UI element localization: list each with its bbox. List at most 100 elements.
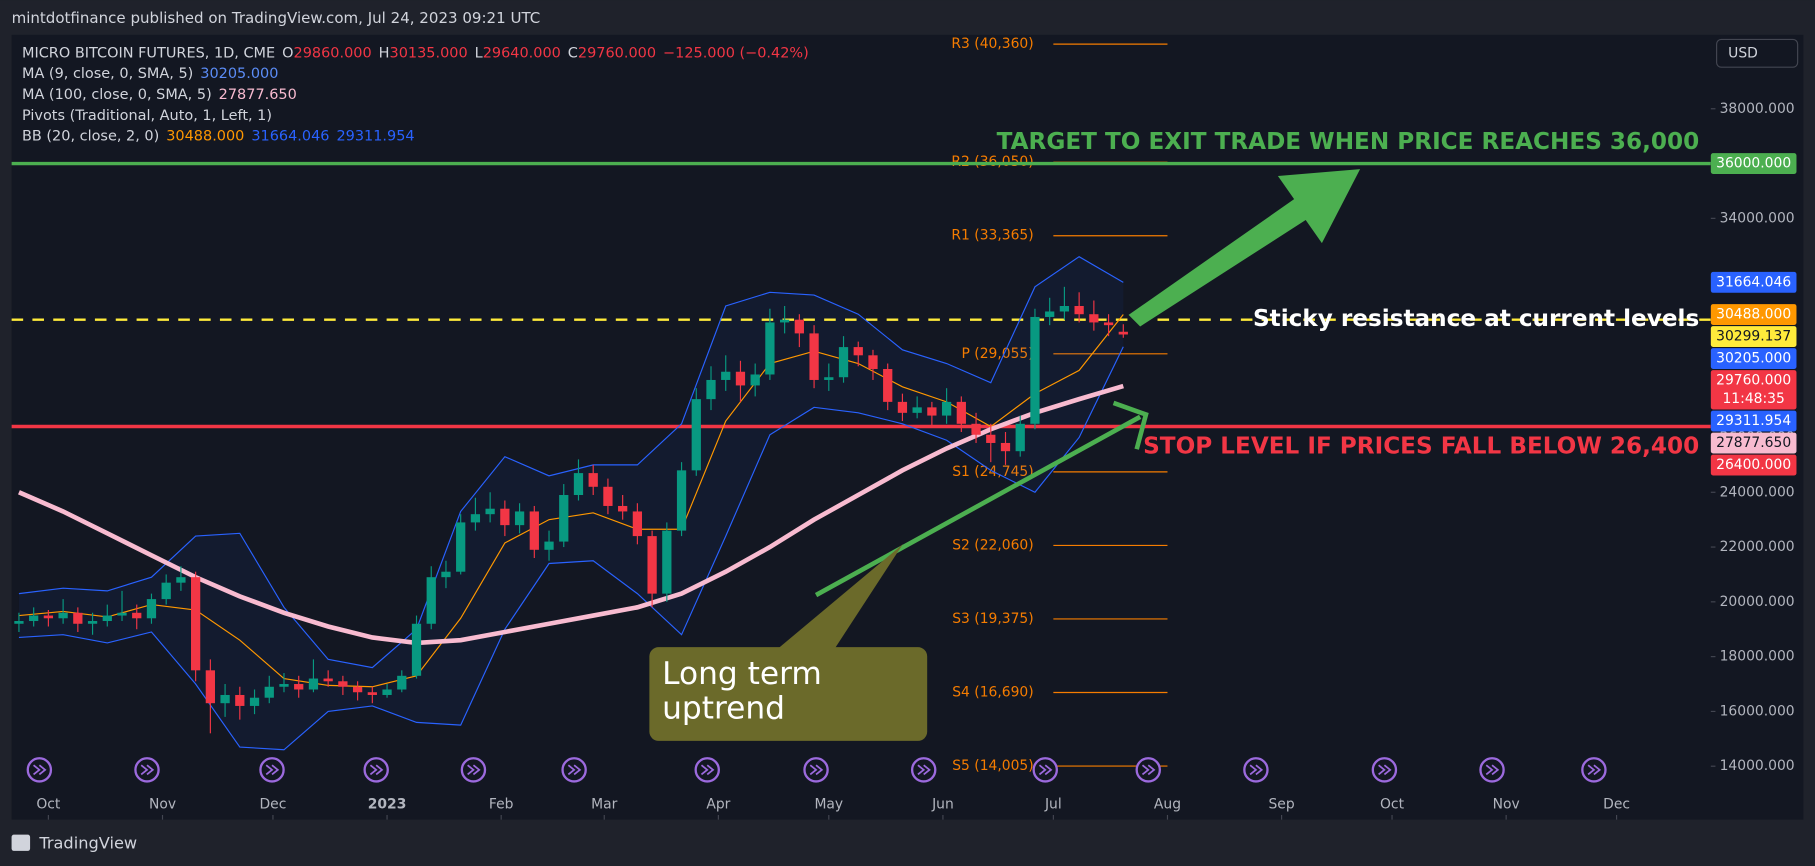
candle-body — [441, 571, 451, 578]
candle-body — [397, 675, 407, 690]
y-tick-label: 38000.000 — [1720, 101, 1795, 117]
price-tag — [1710, 304, 1797, 325]
candle-body — [941, 401, 952, 416]
candle-body — [662, 530, 672, 594]
candle-body — [338, 681, 348, 687]
candle-body — [117, 612, 127, 616]
event-icon-arrow — [33, 764, 47, 776]
candle-body — [1103, 322, 1114, 326]
candle-body — [573, 473, 584, 496]
price-tag — [1710, 410, 1797, 432]
candle-body — [500, 508, 510, 526]
candle-body — [294, 684, 304, 690]
price-tag-label: 29760.000 — [1716, 373, 1791, 389]
candle-body — [264, 686, 274, 698]
candle-body — [779, 319, 790, 323]
x-tick-label: Apr — [706, 797, 730, 813]
x-tick-label: Oct — [36, 797, 61, 813]
event-icon-arrow — [140, 764, 155, 776]
event-icon-arrow — [1038, 764, 1053, 776]
candle-body — [927, 407, 937, 416]
indicator-label: MA (100, close, 0, SMA, 5) — [22, 87, 212, 103]
price-tag-label: 29311.954 — [1716, 413, 1791, 429]
y-tick-label: 18000.000 — [1720, 649, 1795, 665]
candle-body — [809, 333, 819, 380]
y-tick-label: 22000.000 — [1720, 539, 1795, 555]
candle-body — [883, 369, 893, 402]
event-icon-arrow — [917, 764, 931, 776]
ohlc-key: O — [282, 45, 293, 61]
price-tag-label: 36000.000 — [1716, 156, 1791, 172]
brand-logo — [11, 834, 31, 851]
candle-body — [205, 670, 215, 704]
price-tag-label: 31664.046 — [1716, 274, 1791, 290]
currency[interactable]: USD — [1728, 45, 1758, 61]
pivot-label: R3 (40,360) — [951, 36, 1033, 52]
legend-indicator: Pivots (Traditional, Auto, 1, Left, 1) — [22, 108, 272, 124]
event-icon-arrow — [467, 764, 481, 776]
candle-body — [529, 511, 539, 550]
chart-title: MICRO BITCOIN FUTURES, 1D, CME — [22, 45, 275, 61]
trend-arrowhead — [1112, 400, 1149, 450]
indicator-label: MA (9, close, 0, SMA, 5) — [22, 66, 193, 82]
ohlc-value: 29760.000 — [578, 45, 656, 61]
price-tag-label: 26400.000 — [1716, 457, 1791, 473]
callout-pointer — [775, 544, 903, 651]
event-icon-arrow — [265, 764, 280, 776]
candle-body — [220, 694, 230, 704]
byline: mintdotfinance published on TradingView.… — [12, 9, 541, 27]
indicator-value: 29311.954 — [336, 129, 414, 145]
candle-body — [1015, 423, 1025, 452]
currency-button[interactable] — [1716, 38, 1799, 68]
annotation: Sticky resistance at current levels — [1253, 306, 1699, 332]
candle-body — [411, 623, 422, 676]
candle-body — [853, 347, 863, 356]
candle-body — [971, 423, 981, 435]
candle-body — [1059, 305, 1070, 312]
indicator-line — [18, 346, 1124, 751]
candle-body — [632, 511, 643, 537]
candle-body — [956, 401, 966, 424]
y-tick-label: 34000.000 — [1720, 210, 1795, 226]
candle-body — [102, 615, 112, 622]
candle-body — [618, 505, 628, 512]
callout-text: Long term — [662, 656, 822, 692]
candle-body — [706, 379, 716, 400]
candle-body — [485, 508, 495, 515]
candle-body — [986, 434, 996, 443]
event-icon-arrow — [1587, 764, 1602, 776]
x-tick-label: Mar — [591, 797, 617, 813]
target-arrow — [1128, 169, 1361, 327]
event-icon-arrow — [369, 764, 384, 776]
event-icon-arrow — [1378, 764, 1392, 776]
indicator-line — [18, 256, 1124, 669]
trend-line — [814, 414, 1142, 598]
candle-body — [691, 399, 701, 471]
candle-body — [249, 697, 260, 706]
callout-box — [649, 647, 928, 741]
x-tick-label: Nov — [1493, 797, 1520, 813]
pivot-label: R1 (33,365) — [951, 228, 1033, 244]
x-tick-label: 2023 — [368, 797, 407, 813]
y-tick-label: 14000.000 — [1720, 758, 1795, 774]
brand: TradingView — [38, 833, 137, 852]
event-icon-arrow — [700, 764, 715, 776]
candle-body — [73, 612, 83, 624]
annotation: STOP LEVEL IF PRICES FALL BELOW 26,400 — [1143, 433, 1699, 459]
candle-body — [765, 322, 775, 375]
candle-body — [191, 577, 201, 671]
pivot-label: S5 (14,005) — [952, 758, 1033, 774]
candle-body — [161, 582, 171, 600]
price-tag — [1710, 370, 1797, 410]
candle-body — [308, 678, 319, 690]
candle-body — [456, 522, 466, 572]
price-tag-label: 30299.137 — [1716, 329, 1791, 345]
x-tick-label: Dec — [260, 797, 287, 813]
indicator-line — [18, 314, 1124, 688]
indicator-label: Pivots (Traditional, Auto, 1, Left, 1) — [22, 108, 272, 124]
candle-body — [647, 536, 657, 594]
candle-body — [1089, 314, 1099, 323]
candle-body — [367, 692, 377, 695]
legend-indicator: MA (9, close, 0, SMA, 5) 30205.000 — [22, 66, 278, 82]
